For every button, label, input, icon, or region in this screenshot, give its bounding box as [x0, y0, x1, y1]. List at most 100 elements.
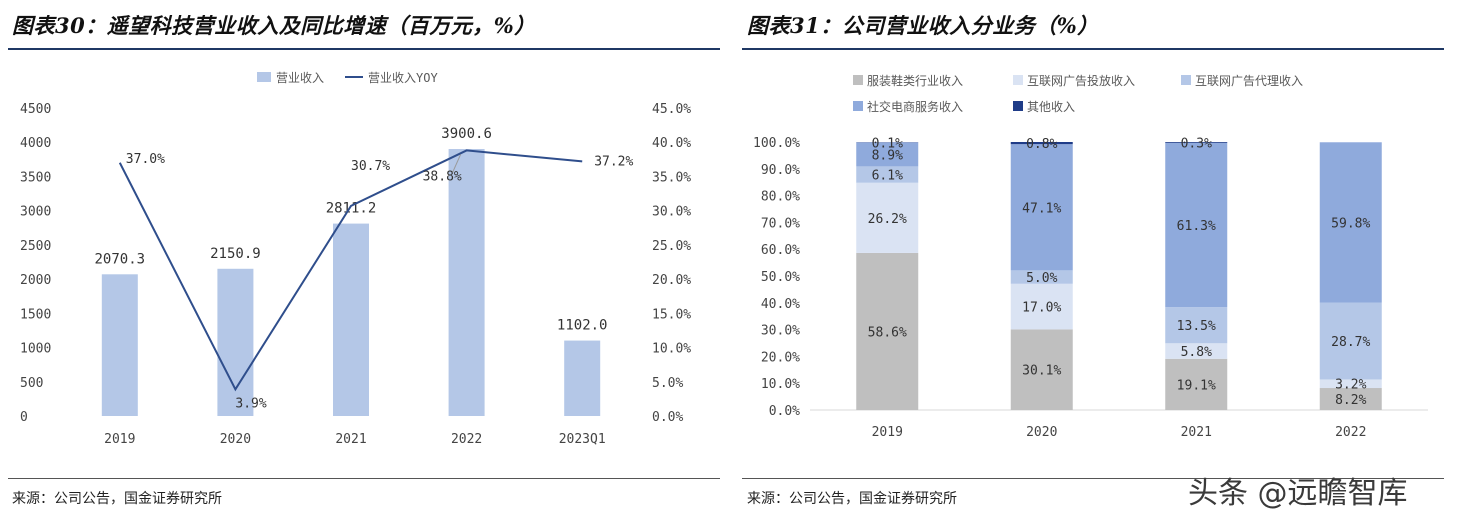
watermark: 头条 @远瞻智库 [1188, 476, 1408, 511]
stacked-segment [1319, 388, 1382, 410]
segment-data-label: 5.8% [1181, 345, 1212, 360]
revenue-bar [217, 268, 254, 416]
left-y-tick-label: 2500 [20, 239, 51, 254]
segment-data-label: 0.1% [872, 136, 903, 151]
left-source-rule [8, 478, 720, 479]
y-tick-label: 60.0% [761, 243, 800, 258]
segment-data-label: 3.2% [1335, 378, 1366, 393]
stacked-segment [1010, 270, 1073, 284]
right-y-tick-label: 5.0% [652, 376, 683, 391]
stacked-segment [1010, 329, 1073, 410]
left-chart-title: 图表30：遥望科技营业收入及同比增速（百万元，%） [12, 13, 536, 38]
stacked-segment [1165, 142, 1228, 143]
y-tick-label: 80.0% [761, 190, 800, 205]
right-y-tick-label: 15.0% [652, 307, 691, 322]
x-tick-label: 2020 [1026, 425, 1057, 440]
x-tick-label: 2021 [335, 432, 366, 447]
stacked-segment [856, 182, 919, 253]
revenue-data-label: 2150.9 [210, 246, 261, 262]
x-tick-label: 2022 [1335, 425, 1366, 440]
segment-data-label: 58.6% [868, 325, 907, 340]
legend-label-yoy: 营业收入YOY [368, 71, 438, 85]
left-source-note: 来源：公司公告，国金证券研究所 [12, 491, 222, 507]
yoy-leader-line [452, 154, 462, 173]
right-y-tick-label: 30.0% [652, 205, 691, 220]
segment-data-label: 0.8% [1026, 137, 1057, 152]
legend-label: 服装鞋类行业收入 [867, 73, 963, 88]
y-tick-label: 100.0% [753, 136, 800, 151]
segment-data-label: 30.1% [1022, 364, 1061, 379]
right-y-tick-label: 10.0% [652, 342, 691, 357]
left-y-tick-label: 1500 [20, 307, 51, 322]
left-y-tick-label: 3500 [20, 170, 51, 185]
legend-swatch [1013, 75, 1023, 85]
right-source-rule [742, 478, 1444, 479]
segment-data-label: 5.0% [1026, 271, 1057, 286]
left-y-tick-label: 3000 [20, 205, 51, 220]
segment-data-label: 61.3% [1177, 219, 1216, 234]
y-tick-label: 20.0% [761, 350, 800, 365]
left-y-tick-label: 4500 [20, 102, 51, 117]
legend-label: 互联网广告代理收入 [1195, 74, 1303, 88]
y-tick-label: 50.0% [761, 270, 800, 285]
revenue-data-label: 3900.6 [441, 126, 492, 142]
y-tick-label: 40.0% [761, 297, 800, 312]
segment-data-label: 59.8% [1331, 216, 1370, 231]
stacked-segment [1319, 142, 1382, 303]
stacked-segment [1165, 307, 1228, 344]
revenue-data-label: 2070.3 [95, 251, 146, 267]
legend-swatch [853, 101, 863, 111]
right-y-tick-label: 20.0% [652, 273, 691, 288]
legend-label: 其他收入 [1027, 100, 1075, 114]
y-tick-label: 0.0% [769, 404, 800, 419]
stacked-segment [1010, 144, 1073, 271]
yoy-data-label: 38.8% [423, 169, 462, 184]
yoy-data-label: 3.9% [235, 396, 266, 411]
x-tick-label: 2021 [1181, 425, 1212, 440]
stacked-segment [1319, 379, 1382, 389]
right-title-rule [742, 48, 1444, 50]
segment-data-label: 19.1% [1177, 378, 1216, 393]
legend-swatch [1181, 75, 1191, 85]
x-tick-label: 2019 [104, 432, 135, 447]
stacked-segment [1165, 358, 1228, 410]
segment-data-label: 13.5% [1177, 319, 1216, 334]
stacked-segment [856, 252, 919, 410]
x-tick-label: 2019 [872, 425, 903, 440]
segment-data-label: 47.1% [1022, 201, 1061, 216]
right-chart-title: 图表31：公司营业收入分业务（%） [747, 13, 1099, 38]
segment-data-label: 8.2% [1335, 393, 1366, 408]
right-y-tick-label: 40.0% [652, 136, 691, 151]
left-y-tick-label: 500 [20, 376, 43, 391]
legend-label: 社交电商服务收入 [867, 99, 963, 114]
yoy-data-label: 37.2% [594, 154, 633, 169]
stacked-segment [1010, 283, 1073, 330]
right-y-tick-label: 35.0% [652, 170, 691, 185]
segment-data-label: 8.9% [872, 148, 903, 163]
left-y-tick-label: 1000 [20, 342, 51, 357]
revenue-data-label: 2811.2 [326, 201, 377, 217]
x-tick-label: 2023Q1 [559, 432, 606, 447]
stacked-segment [1165, 142, 1228, 308]
segment-data-label: 28.7% [1331, 335, 1370, 350]
stacked-segment [1165, 343, 1228, 359]
right-y-tick-label: 25.0% [652, 239, 691, 254]
y-tick-label: 10.0% [761, 377, 800, 392]
y-tick-label: 30.0% [761, 324, 800, 339]
left-y-tick-label: 2000 [20, 273, 51, 288]
x-tick-label: 2022 [451, 432, 482, 447]
legend-label-revenue: 营业收入 [276, 71, 324, 85]
revenue-data-label: 1102.0 [557, 318, 608, 334]
stacked-segment [856, 142, 919, 167]
revenue-bar [101, 274, 138, 416]
right-y-tick-label: 45.0% [652, 102, 691, 117]
y-tick-label: 70.0% [761, 216, 800, 231]
segment-data-label: 0.3% [1181, 136, 1212, 151]
legend-swatch [1013, 101, 1023, 111]
y-tick-label: 90.0% [761, 163, 800, 178]
x-tick-label: 2020 [220, 432, 251, 447]
stacked-segment [856, 166, 919, 183]
legend-label: 互联网广告投放收入 [1027, 73, 1135, 88]
yoy-data-label: 30.7% [351, 159, 390, 174]
